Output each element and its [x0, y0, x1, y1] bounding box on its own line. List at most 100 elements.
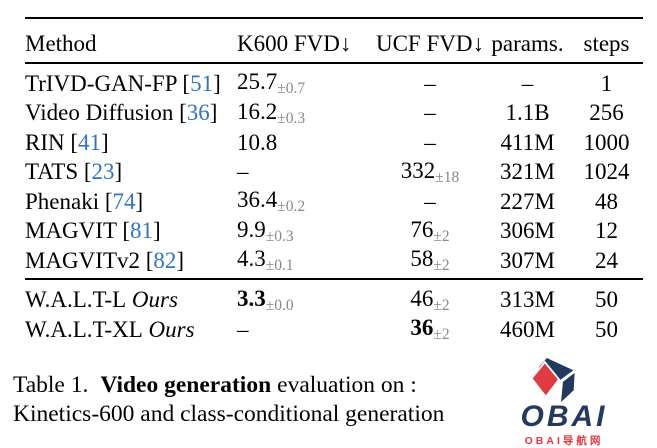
steps-cell: 48	[595, 188, 618, 214]
ucf-fvd-cell: –	[375, 130, 485, 156]
metric-value: 4.3	[237, 246, 266, 272]
params-cell: 460M	[500, 316, 555, 342]
k600-fvd-cell: 16.2±0.3	[237, 99, 375, 128]
metric-std: ±0.1	[265, 257, 294, 275]
cube-logo-icon	[531, 358, 577, 405]
column-header-method: Method	[25, 30, 97, 56]
column-header-steps: steps	[583, 30, 630, 56]
metric-value: 58	[410, 246, 434, 272]
metric-value: –	[237, 316, 249, 342]
table-row: MAGVITv2 [82] 4.3±0.1 58±2 307M 24	[25, 246, 643, 276]
metric-value: –	[424, 70, 436, 96]
ucf-fvd-cell: –	[375, 71, 485, 97]
ucf-fvd-cell: 76±2	[375, 217, 485, 246]
table-row: MAGVIT [81] 9.9±0.3 76±2 306M 12	[25, 217, 643, 247]
k600-fvd-cell: 36.4±0.2	[237, 187, 375, 216]
method-cell: MAGVIT [81]	[25, 218, 161, 244]
steps-cell: 1000	[583, 129, 630, 155]
metric-value: 332	[400, 157, 436, 183]
k600-fvd-cell: 10.8	[237, 130, 375, 156]
table-caption: Table 1. Video generation evaluation on : …	[13, 371, 494, 433]
column-header-k600-fvd: K600 FVD↓	[237, 30, 352, 56]
steps-cell: 1024	[583, 159, 630, 185]
metric-std: ±2	[433, 296, 450, 314]
params-cell: 1.1B	[505, 100, 550, 126]
metric-value: 9.9	[237, 216, 266, 242]
steps-cell: 50	[595, 316, 618, 342]
k600-fvd-cell: 4.3±0.1	[237, 246, 375, 275]
method-cell: Video Diffusion [36]	[25, 100, 218, 126]
method-name: RIN	[25, 129, 65, 155]
ucf-fvd-cell: –	[375, 189, 485, 215]
method-cell: TrIVD-GAN-FP [51]	[25, 70, 221, 96]
table-header-row: Method K600 FVD↓ UCF FVD↓ params. steps	[25, 19, 643, 64]
logo-subtext: OBAI导航网	[524, 435, 604, 447]
caption-line-1: Table 1. Video generation evaluation on :	[13, 371, 494, 400]
method-cell: W.A.L.T-XL Ours	[25, 317, 237, 343]
table-row: TrIVD-GAN-FP [51] 25.7±0.7 – – 1	[25, 69, 643, 99]
obai-watermark-logo: OBAI OBAI导航网	[490, 355, 638, 447]
metric-std: ±0.0	[265, 296, 294, 314]
method-ours-label: Ours	[142, 316, 195, 342]
metric-std: ±0.2	[277, 198, 306, 216]
citation-link[interactable]: 82	[153, 247, 177, 273]
metric-std: ±0.7	[277, 80, 306, 98]
method-name: W.A.L.T-XL	[25, 316, 143, 342]
steps-cell: 50	[595, 287, 618, 313]
method-name: Video Diffusion	[25, 100, 174, 126]
ucf-fvd-cell: 36±2	[375, 315, 485, 344]
caption-line-2: Kinetics-600 and class-conditional gener…	[13, 400, 445, 427]
citation-link[interactable]: 23	[91, 159, 115, 185]
column-header-params: params.	[491, 30, 564, 56]
method-name: TrIVD-GAN-FP	[25, 70, 177, 96]
ucf-fvd-cell: 332±18	[375, 158, 485, 187]
metric-std: ±18	[435, 168, 460, 186]
k600-fvd-cell: 9.9±0.3	[237, 217, 375, 246]
params-cell: 411M	[500, 129, 555, 155]
metric-value: 36	[410, 315, 434, 341]
table-row: W.A.L.T-L Ours 3.3±0.0 46±2 313M 50	[25, 286, 643, 316]
metric-value: –	[424, 188, 436, 214]
k600-fvd-cell: –	[237, 159, 375, 185]
params-cell: 306M	[500, 218, 555, 244]
table-row: Phenaki [74] 36.4±0.2 – 227M 48	[25, 187, 643, 217]
citation-link[interactable]: 74	[112, 188, 136, 214]
metric-value: 25.7	[237, 69, 278, 95]
caption-text: evaluation on :	[277, 372, 417, 398]
ucf-fvd-cell: 46±2	[375, 286, 485, 315]
metric-value: 3.3	[237, 285, 266, 311]
metric-value: –	[424, 129, 436, 155]
k600-fvd-cell: –	[237, 317, 375, 343]
metric-std: ±2	[433, 227, 450, 245]
method-name: MAGVIT	[25, 218, 117, 244]
ucf-fvd-cell: –	[375, 100, 485, 126]
baseline-methods-group: TrIVD-GAN-FP [51] 25.7±0.7 – – 1 Video Diffus…	[25, 64, 643, 278]
steps-cell: 256	[589, 100, 624, 126]
params-cell: 321M	[500, 159, 555, 185]
table-row: Video Diffusion [36] 16.2±0.3 – 1.1B 256	[25, 99, 643, 129]
citation-link[interactable]: 41	[78, 129, 102, 155]
method-name: TATS	[25, 159, 79, 185]
steps-cell: 12	[595, 218, 618, 244]
params-cell: 227M	[500, 188, 555, 214]
method-cell: Phenaki [74]	[25, 188, 144, 214]
column-header-ucf-fvd: UCF FVD↓	[375, 30, 484, 56]
citation-link[interactable]: 36	[186, 100, 210, 126]
steps-cell: 1	[600, 70, 613, 96]
params-cell: 307M	[500, 247, 555, 273]
logo-wordmark: OBAI	[520, 400, 608, 433]
method-cell: W.A.L.T-L Ours	[25, 287, 237, 313]
citation-link[interactable]: 51	[190, 70, 214, 96]
metric-value: 46	[410, 285, 434, 311]
method-cell: RIN [41]	[25, 129, 109, 155]
metric-value: –	[237, 159, 249, 185]
k600-fvd-cell: 3.3±0.0	[237, 286, 375, 315]
table-row: W.A.L.T-XL Ours –36±2 460M 50	[25, 315, 643, 345]
method-name: W.A.L.T-L	[25, 287, 127, 313]
citation-link[interactable]: 81	[130, 218, 153, 244]
metric-std: ±0.3	[277, 109, 306, 127]
method-ours-label: Ours	[126, 287, 178, 313]
method-name: MAGVITv2	[25, 247, 140, 273]
table-row: TATS [23] – 332±18 321M 1024	[25, 158, 643, 188]
caption-bold-title: Video generation	[100, 372, 272, 398]
